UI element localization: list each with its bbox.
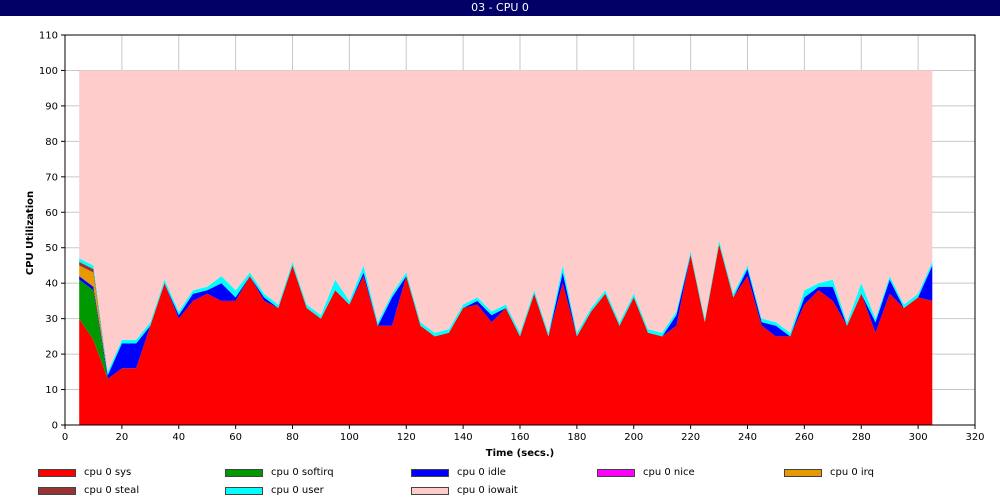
y-tick-label: 50 [45,243,58,254]
legend-swatch [225,469,263,477]
x-tick-label: 60 [229,432,242,443]
series-area-cpu-0-user [79,240,933,376]
legend-swatch [38,487,76,495]
y-tick-label: 0 [52,421,58,432]
legend-label: cpu 0 nice [643,467,695,478]
x-tick-label: 0 [62,432,68,443]
x-tick-label: 20 [116,432,129,443]
legend-swatch [225,487,263,495]
x-tick-label: 180 [567,432,586,443]
x-tick-label: 100 [340,432,359,443]
x-tick-label: 220 [681,432,700,443]
y-tick-label: 20 [45,350,58,361]
window-title: 03 - CPU 0 [0,0,1000,16]
legend-label: cpu 0 idle [457,467,506,478]
legend-label: cpu 0 irq [830,467,874,478]
x-tick-label: 300 [909,432,928,443]
x-tick-label: 140 [454,432,473,443]
cpu-utilization-chart: 0 20 40 60 80 100 120 140 160 180 200 220 240 260 280 3… [25,31,985,460]
legend-label: cpu 0 steal [84,485,140,496]
legend-label: cpu 0 sys [84,467,132,478]
y-tick-label: 80 [45,137,58,148]
legend-swatch [597,469,635,477]
legend-swatch [411,469,449,477]
legend-swatch [784,469,822,477]
y-tick-label: 10 [45,385,58,396]
y-tick-label: 70 [45,172,58,183]
x-tick-label: 260 [795,432,814,443]
y-tick-label: 30 [45,314,58,325]
y-tick-label: 40 [45,279,58,290]
x-tick-label: 320 [965,432,984,443]
axis-ticks: 0 20 40 60 80 100 120 140 160 180 200 220 240 260 280 3… [39,31,985,444]
legend-swatch [411,487,449,495]
y-tick-label: 90 [45,101,58,112]
legend-label: cpu 0 softirq [271,467,334,478]
x-axis-title: Time (secs.) [486,448,555,459]
x-tick-label: 80 [286,432,299,443]
y-tick-label: 100 [39,66,58,77]
legend-label: cpu 0 user [271,485,324,496]
y-axis-title: CPU Utilization [25,191,36,275]
legend-swatch [38,469,76,477]
y-tick-label: 60 [45,208,58,219]
x-tick-label: 280 [852,432,871,443]
series-area-cpu-0-iowait [79,70,933,372]
x-tick-label: 200 [624,432,643,443]
y-tick-label: 110 [39,31,58,42]
legend-label: cpu 0 iowait [457,485,518,496]
stacked-areas [79,70,933,425]
x-tick-label: 240 [738,432,757,443]
legend: cpu 0 sys cpu 0 softirq cpu 0 idle cpu 0 ni… [0,462,1000,504]
x-tick-label: 160 [510,432,529,443]
x-tick-label: 120 [397,432,416,443]
series-area-cpu-0-sys [79,244,933,425]
x-tick-label: 40 [172,432,185,443]
